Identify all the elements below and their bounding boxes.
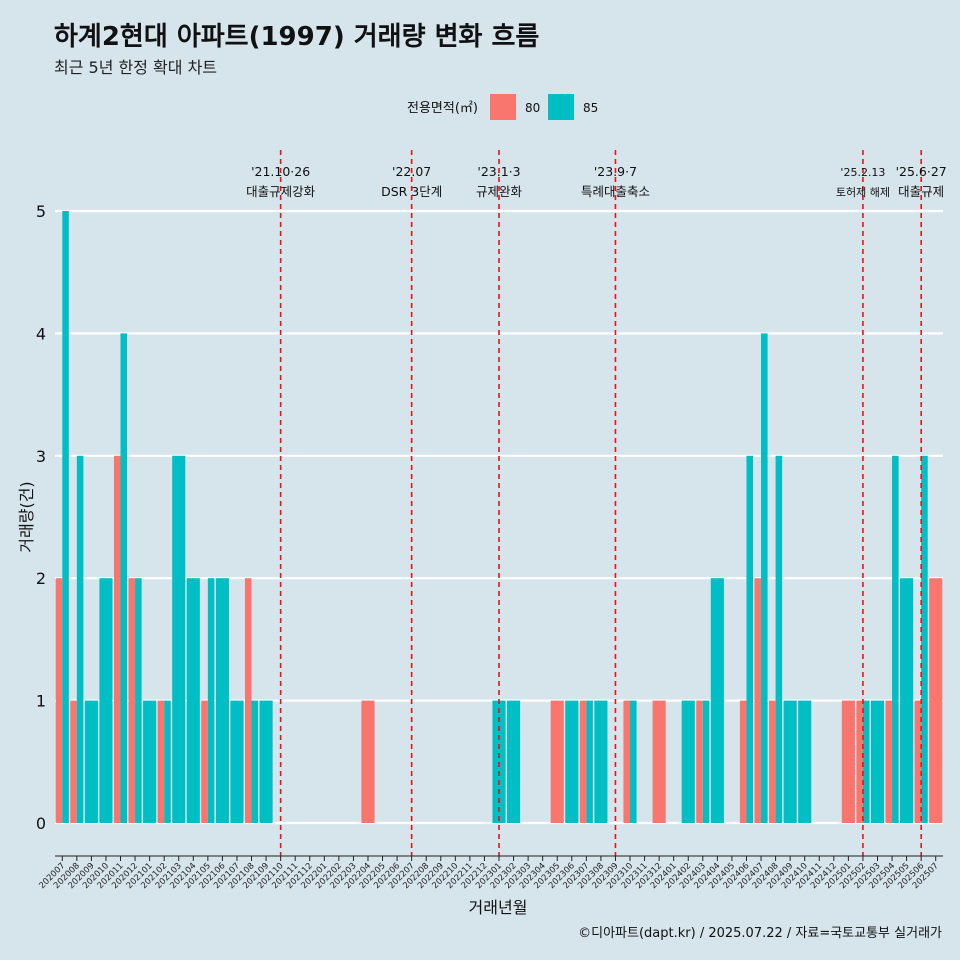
bar-202504-85 [892,455,899,823]
bar-202502-85 [862,700,870,823]
bar-202010-85 [99,578,113,823]
bar-202011-80 [113,455,121,823]
bar-202410-85 [798,700,812,823]
bar-202204-80 [361,700,375,823]
bar-202312-80 [652,700,666,823]
event-markers: '21.10·26 대출규제강화 '22.07 DSR 3단계 '23.1·3 규제완화 '… [246,150,947,856]
event-date-202110: '21.10·26 [251,164,310,179]
legend-title: 전용면적(㎡) [407,101,478,116]
bar-202108-80 [244,578,252,823]
bar-202307-85 [586,700,593,823]
bar-202402-85 [681,700,695,823]
event-date-202502: '25.2.13 [840,166,885,179]
y-tick-label-0: 0 [36,814,46,833]
bar-202105-85 [207,578,215,823]
chart-subtitle: 최근 5년 한정 확대 차트 [54,58,218,77]
bar-202310-80 [623,700,631,823]
bar-202406-85 [746,455,754,823]
bar-202408-80 [769,700,776,823]
event-label-202301: 규제완화 [476,184,523,199]
bar-202009-85 [84,700,98,823]
bar-202008-80 [70,700,77,823]
event-label-202309: 특례대출축소 [581,184,650,199]
bar-202506-85 [921,455,928,823]
bar-202007-80 [55,578,63,823]
event-label-202502: 토허제 해제 [836,185,890,199]
event-date-202301: '23.1·3 [477,164,520,179]
bar-202012-85 [135,578,142,823]
bar-202507-80 [929,578,943,823]
bar-202007-85 [62,211,69,823]
event-date-202207: '22.07 [392,164,431,179]
source-caption: ©디아파트(dapt.kr) / 2025.07.22 / 자료=국토교통부 실… [578,926,942,941]
bar-202502-80 [856,700,863,823]
legend: 전용면적(㎡) 80 85 [407,94,598,120]
bar-202403-85 [702,700,710,823]
bar-202407-85 [761,333,768,823]
legend-swatch-85 [548,94,574,120]
bar-202109-85 [259,700,273,823]
bar-202504-80 [885,700,893,823]
bar-202307-80 [579,700,587,823]
bar-202404-85 [710,578,724,823]
bars [55,211,943,823]
bar-202105-80 [201,700,208,823]
bar-202102-80 [157,700,165,823]
bar-202103-85 [172,455,186,823]
y-tick-label-1: 1 [36,692,46,711]
bar-202501-80 [841,700,855,823]
bar-202407-80 [754,578,762,823]
bar-202408-85 [775,455,783,823]
bar-202107-85 [230,700,244,823]
legend-swatch-80 [490,94,516,120]
bar-202505-85 [900,578,914,823]
event-date-202309: '23.9·7 [594,164,637,179]
bar-202108-85 [251,700,259,823]
y-tick-label-5: 5 [36,202,46,221]
event-label-202110: 대출규제강화 [246,184,316,199]
bar-202011-85 [120,333,128,823]
bar-202104-85 [186,578,200,823]
y-tick-label-4: 4 [36,324,46,343]
y-axis-title: 거래량(건) [17,481,36,552]
bar-202503-85 [870,700,885,823]
event-label-202506: 대출규제 [898,184,944,199]
legend-label-85: 85 [583,101,598,115]
bar-202102-85 [164,700,171,823]
bar-202403-80 [696,700,703,823]
bar-202406-80 [739,700,747,823]
bar-202012-80 [128,578,136,823]
bar-202106-85 [215,578,229,823]
bar-202101-85 [143,700,157,823]
event-date-202506: '25.6·27 [896,164,947,179]
y-tick-label-2: 2 [36,569,46,588]
bar-202308-85 [594,700,608,823]
x-axis-title: 거래년월 [469,898,528,917]
bar-202302-85 [507,700,521,823]
bar-202310-85 [630,700,637,823]
bar-202409-85 [783,700,797,823]
bar-202008-85 [76,455,84,823]
chart-title: 하계2현대 아파트(1997) 거래량 변화 흐름 [54,22,540,52]
bar-202301-85 [492,700,506,823]
y-tick-label-3: 3 [36,447,46,466]
bar-202506-80 [914,700,922,823]
legend-label-80: 80 [525,101,540,115]
bar-202305-80 [550,700,564,823]
event-label-202207: DSR 3단계 [381,184,442,199]
bar-202306-85 [565,700,579,823]
